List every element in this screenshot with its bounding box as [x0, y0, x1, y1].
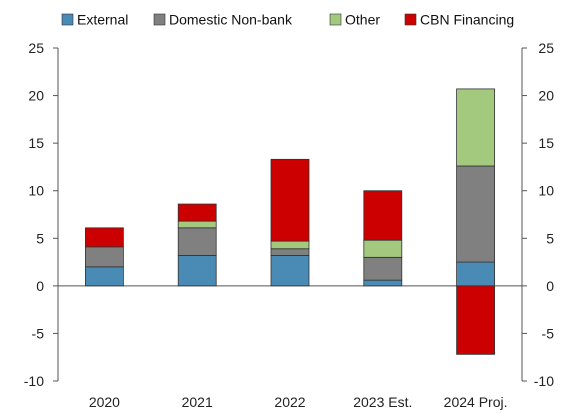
bar-segment-3-2	[363, 239, 403, 258]
legend-label-0: External	[77, 12, 128, 28]
bar-segment-3-3	[363, 190, 403, 241]
left-tick-label: 0	[36, 278, 44, 294]
right-tick-label: -10	[534, 373, 554, 389]
bar-segment-3-0	[363, 279, 403, 287]
bar-segment-3-1	[363, 256, 403, 281]
bar-segment-2-2	[270, 240, 310, 250]
right-tick-label: 10	[538, 183, 554, 199]
bar-segment-0-3	[85, 227, 124, 248]
legend-swatch-2	[329, 13, 342, 26]
x-tick-label: 2021	[182, 394, 213, 410]
legend-label-1: Domestic Non-bank	[169, 12, 293, 28]
bar-segment-1-1	[177, 227, 217, 256]
left-tick-label: 15	[28, 135, 44, 151]
right-tick-label: 25	[538, 40, 554, 56]
bar-segment-4-2	[456, 88, 496, 167]
bar-segment-0-1	[85, 246, 124, 268]
bar-segment-2-0	[270, 255, 310, 287]
left-tick-label: 25	[28, 40, 44, 56]
legend-swatch-0	[61, 13, 74, 26]
left-tick-label: 10	[28, 183, 44, 199]
right-tick-label: 15	[538, 135, 554, 151]
chart-bars	[85, 88, 496, 355]
bar-segment-2-1	[270, 248, 310, 256]
right-tick-label: 20	[538, 88, 554, 104]
right-tick-label: 0	[546, 278, 554, 294]
left-tick-label: -5	[32, 325, 45, 341]
bar-segment-2-3	[270, 158, 310, 242]
right-tick-label: 5	[546, 230, 554, 246]
left-tick-label: 5	[36, 230, 44, 246]
x-tick-label: 2023 Est.	[353, 394, 412, 410]
left-tick-label: -10	[24, 373, 44, 389]
x-tick-label: 2020	[89, 394, 120, 410]
legend-label-3: CBN Financing	[420, 12, 514, 28]
chart-legend: External Domestic Non-bank Other CBN Financ…	[61, 12, 514, 28]
bar-segment-1-0	[177, 255, 217, 287]
right-tick-label: -5	[542, 325, 555, 341]
bar-segment-1-3	[177, 203, 217, 222]
x-axis-labels: 2020 2021 2022 2023 Est. 2024 Proj.	[89, 394, 508, 410]
bar-segment-4-0	[456, 261, 496, 287]
legend-label-2: Other	[345, 12, 380, 28]
bar-segment-4-3	[456, 285, 496, 355]
bar-segment-0-0	[85, 266, 124, 287]
legend-swatch-3	[404, 13, 417, 26]
x-tick-label: 2022	[274, 394, 305, 410]
chart-axes: -10 -10 -5 -5 0 0 5 5 10 10 15 15 20 20 25 25	[24, 40, 554, 389]
x-tick-label: 2024 Proj.	[444, 394, 508, 410]
bar-segment-4-1	[456, 165, 496, 263]
legend-swatch-1	[153, 13, 166, 26]
bar-segment-1-2	[177, 220, 217, 229]
left-tick-label: 20	[28, 88, 44, 104]
